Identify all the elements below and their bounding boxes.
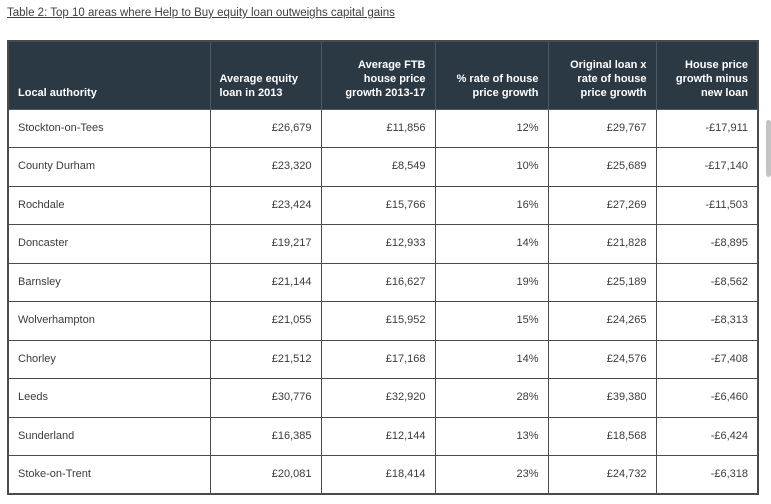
help-to-buy-table: Local authority Average equity loan in 2… [7,40,759,495]
cell-rate-of-growth: 14% [434,224,549,264]
cell-avg-equity-loan-2013: £19,217 [209,224,322,264]
cell-avg-equity-loan-2013: £20,081 [209,455,322,495]
scrollbar-thumb[interactable] [766,120,771,177]
header-row: Local authority Average equity loan in 2… [7,40,759,110]
cell-growth-minus-loan: -£8,895 [655,224,759,264]
cell-avg-ftb-price-growth: £11,856 [320,108,436,148]
column-header-avg-ftb-price-growth: Average FTB house price growth 2013-17 [320,40,436,110]
table-caption: Table 2: Top 10 areas where Help to Buy … [7,7,395,19]
cell-loan-x-rate: £24,265 [547,301,657,341]
cell-growth-minus-loan: -£17,911 [655,108,759,148]
cell-growth-minus-loan: -£6,460 [655,378,759,418]
cell-rate-of-growth: 15% [434,301,549,341]
cell-growth-minus-loan: -£7,408 [655,339,759,379]
cell-avg-equity-loan-2013: £21,512 [209,339,322,379]
cell-rate-of-growth: 13% [434,416,549,456]
cell-loan-x-rate: £24,732 [547,455,657,495]
table-row: Barnsley £21,144 £16,627 19% £25,189 -£8… [7,262,759,302]
cell-avg-ftb-price-growth: £12,144 [320,416,436,456]
cell-local-authority: Wolverhampton [7,301,211,341]
cell-growth-minus-loan: -£11,503 [655,185,759,225]
cell-local-authority: Sunderland [7,416,211,456]
cell-rate-of-growth: 16% [434,185,549,225]
cell-loan-x-rate: £39,380 [547,378,657,418]
cell-loan-x-rate: £25,189 [547,262,657,302]
table-row: County Durham £23,320 £8,549 10% £25,689… [7,147,759,187]
cell-growth-minus-loan: -£17,140 [655,147,759,187]
cell-avg-ftb-price-growth: £16,627 [320,262,436,302]
cell-rate-of-growth: 14% [434,339,549,379]
cell-rate-of-growth: 10% [434,147,549,187]
cell-local-authority: Doncaster [7,224,211,264]
cell-rate-of-growth: 23% [434,455,549,495]
table-row: Stoke-on-Trent £20,081 £18,414 23% £24,7… [7,455,759,495]
cell-rate-of-growth: 12% [434,108,549,148]
cell-loan-x-rate: £24,576 [547,339,657,379]
cell-avg-equity-loan-2013: £21,144 [209,262,322,302]
table-row: Doncaster £19,217 £12,933 14% £21,828 -£… [7,224,759,264]
cell-rate-of-growth: 28% [434,378,549,418]
cell-avg-ftb-price-growth: £12,933 [320,224,436,264]
cell-growth-minus-loan: -£8,562 [655,262,759,302]
column-header-avg-equity-loan-2013: Average equity loan in 2013 [209,40,322,110]
table-row: Chorley £21,512 £17,168 14% £24,576 -£7,… [7,339,759,379]
cell-local-authority: Stoke-on-Trent [7,455,211,495]
cell-avg-ftb-price-growth: £18,414 [320,455,436,495]
cell-loan-x-rate: £27,269 [547,185,657,225]
cell-local-authority: County Durham [7,147,211,187]
cell-avg-equity-loan-2013: £23,424 [209,185,322,225]
cell-growth-minus-loan: -£8,313 [655,301,759,341]
cell-growth-minus-loan: -£6,424 [655,416,759,456]
cell-loan-x-rate: £18,568 [547,416,657,456]
cell-avg-ftb-price-growth: £17,168 [320,339,436,379]
cell-avg-equity-loan-2013: £16,385 [209,416,322,456]
table-row: Wolverhampton £21,055 £15,952 15% £24,26… [7,301,759,341]
cell-avg-equity-loan-2013: £23,320 [209,147,322,187]
cell-local-authority: Stockton-on-Tees [7,108,211,148]
cell-local-authority: Barnsley [7,262,211,302]
table-row: Sunderland £16,385 £12,144 13% £18,568 -… [7,416,759,456]
cell-avg-equity-loan-2013: £30,776 [209,378,322,418]
cell-growth-minus-loan: -£6,318 [655,455,759,495]
column-header-growth-minus-loan: House price growth minus new loan [655,40,759,110]
table-row: Leeds £30,776 £32,920 28% £39,380 -£6,46… [7,378,759,418]
cell-avg-ftb-price-growth: £15,766 [320,185,436,225]
cell-local-authority: Rochdale [7,185,211,225]
cell-rate-of-growth: 19% [434,262,549,302]
cell-local-authority: Chorley [7,339,211,379]
cell-avg-equity-loan-2013: £21,055 [209,301,322,341]
cell-local-authority: Leeds [7,378,211,418]
table-row: Rochdale £23,424 £15,766 16% £27,269 -£1… [7,185,759,225]
cell-avg-ftb-price-growth: £32,920 [320,378,436,418]
cell-loan-x-rate: £29,767 [547,108,657,148]
cell-avg-ftb-price-growth: £8,549 [320,147,436,187]
column-header-local-authority: Local authority [7,40,211,110]
table-row: Stockton-on-Tees £26,679 £11,856 12% £29… [7,108,759,148]
column-header-loan-x-rate: Original loan x rate of house price grow… [547,40,657,110]
column-header-rate-of-growth: % rate of house price growth [434,40,549,110]
cell-avg-equity-loan-2013: £26,679 [209,108,322,148]
cell-loan-x-rate: £25,689 [547,147,657,187]
cell-loan-x-rate: £21,828 [547,224,657,264]
cell-avg-ftb-price-growth: £15,952 [320,301,436,341]
